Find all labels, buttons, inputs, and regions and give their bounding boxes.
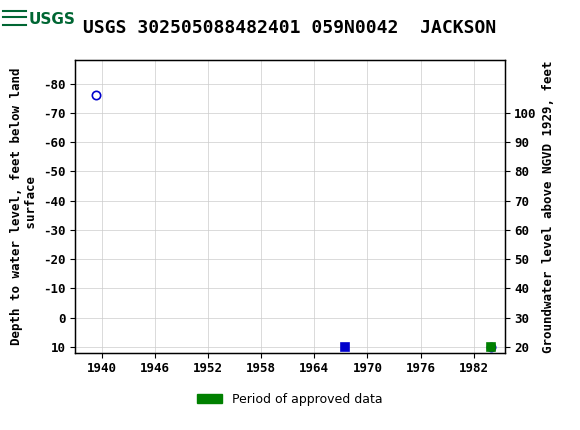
FancyBboxPatch shape — [1, 2, 59, 37]
Y-axis label: Groundwater level above NGVD 1929, feet: Groundwater level above NGVD 1929, feet — [542, 60, 556, 353]
Text: USGS 302505088482401 059N0042  JACKSON: USGS 302505088482401 059N0042 JACKSON — [84, 19, 496, 37]
Text: USGS: USGS — [29, 12, 76, 27]
Legend: Period of approved data: Period of approved data — [192, 388, 388, 411]
Y-axis label: Depth to water level, feet below land
 surface: Depth to water level, feet below land su… — [10, 68, 38, 345]
